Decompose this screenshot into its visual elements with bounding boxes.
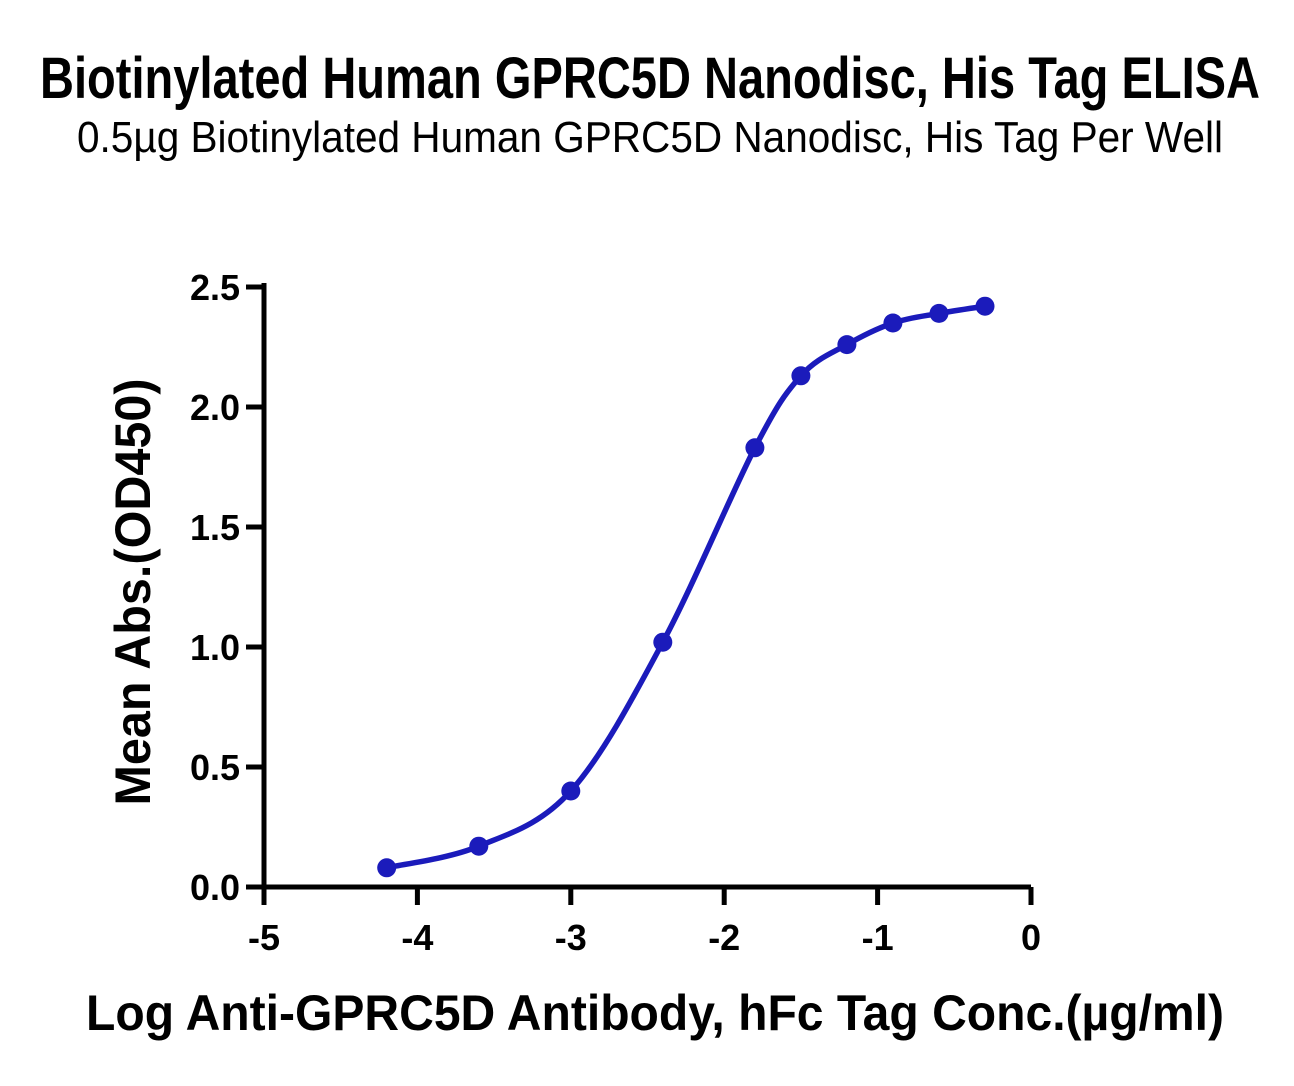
data-point bbox=[975, 296, 995, 316]
x-tick-label: -5 bbox=[248, 917, 280, 958]
x-tick-label: 0 bbox=[1021, 917, 1041, 958]
x-tick-label: -4 bbox=[401, 917, 433, 958]
chart-title: Biotinylated Human GPRC5D Nanodisc, His … bbox=[40, 46, 1260, 111]
y-tick-label: 1.0 bbox=[190, 627, 240, 668]
data-point bbox=[929, 303, 949, 323]
chart-subtitle: 0.5µg Biotinylated Human GPRC5D Nanodisc… bbox=[77, 113, 1223, 162]
data-point bbox=[561, 781, 581, 801]
x-tick-label: -3 bbox=[555, 917, 587, 958]
y-tick-label: 2.0 bbox=[190, 387, 240, 428]
x-axis-tick-labels: -5 -4 -3 -2 -1 0 bbox=[248, 917, 1041, 958]
data-point bbox=[837, 335, 857, 355]
axes bbox=[246, 283, 1034, 905]
data-point bbox=[791, 366, 811, 386]
fitted-curve bbox=[383, 303, 988, 871]
y-axis-label: Mean Abs.(OD450) bbox=[105, 379, 161, 806]
data-point bbox=[883, 313, 903, 333]
x-tick-label: -2 bbox=[708, 917, 740, 958]
y-tick-label: 2.5 bbox=[190, 267, 240, 308]
data-point bbox=[653, 632, 673, 652]
y-tick-label: 0.0 bbox=[190, 867, 240, 908]
data-series bbox=[377, 296, 995, 878]
y-axis-tick-labels: 0.0 0.5 1.0 1.5 2.0 2.5 bbox=[190, 267, 240, 908]
y-tick-label: 0.5 bbox=[190, 747, 240, 788]
x-axis-label: Log Anti-GPRC5D Antibody, hFc Tag Conc.(… bbox=[86, 985, 1224, 1041]
data-point bbox=[469, 836, 489, 856]
axis-spines-and-ticks bbox=[246, 283, 1034, 905]
y-tick-label: 1.5 bbox=[190, 507, 240, 548]
data-point bbox=[745, 438, 765, 458]
x-tick-label: -1 bbox=[862, 917, 894, 958]
data-point bbox=[377, 858, 397, 878]
